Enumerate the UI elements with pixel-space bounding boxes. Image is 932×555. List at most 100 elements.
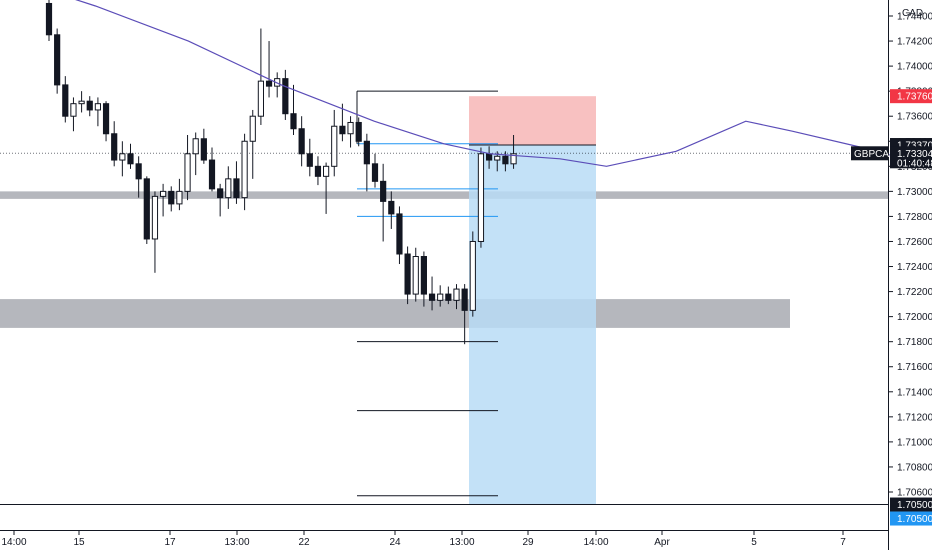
target-price-badge-blue: 1.70500 — [890, 511, 932, 526]
candle-34[interactable] — [314, 156, 322, 186]
candle-25[interactable] — [241, 133, 248, 211]
candle-body — [371, 163, 379, 182]
x-tick-label: 5 — [751, 537, 757, 548]
candle-44[interactable] — [396, 206, 403, 265]
candle-body — [331, 125, 338, 167]
stop-price-badge-text: 1.73760 — [897, 92, 932, 103]
candle-15[interactable] — [160, 183, 167, 217]
candle-48[interactable] — [428, 276, 436, 311]
x-tick-label: Apr — [654, 537, 670, 548]
candle-body — [363, 140, 370, 165]
y-tick-label: 1.72400 — [897, 262, 932, 273]
candle-body — [184, 153, 191, 192]
candle-6[interactable] — [86, 96, 93, 117]
candle-49[interactable] — [437, 285, 444, 307]
candle-51[interactable] — [453, 284, 460, 310]
candle-12[interactable] — [135, 156, 142, 198]
candle-28[interactable] — [265, 41, 273, 98]
candle-36[interactable] — [331, 109, 338, 177]
take-profit-zone[interactable] — [469, 145, 596, 505]
candle-10[interactable] — [119, 141, 126, 177]
candle-41[interactable] — [371, 153, 379, 188]
candle-body — [298, 128, 305, 155]
candle-33[interactable] — [306, 138, 313, 177]
candle-body — [143, 178, 150, 240]
candle-13[interactable] — [143, 176, 150, 244]
candle-3[interactable] — [62, 76, 69, 123]
candle-7[interactable] — [94, 97, 102, 127]
candle-42[interactable] — [380, 163, 387, 242]
candle-body — [241, 140, 248, 199]
candle-body — [78, 100, 85, 105]
stop-price-badge: 1.73760 — [890, 89, 932, 104]
target-price-badge-dark: 1.70500 — [890, 497, 932, 512]
candle-body — [494, 155, 501, 161]
candle-52[interactable] — [461, 284, 468, 345]
candle-32[interactable] — [298, 116, 305, 167]
x-tick-label: 7 — [840, 537, 846, 548]
y-tick-label: 1.74000 — [897, 62, 932, 73]
candle-9[interactable] — [111, 121, 118, 167]
candle-23[interactable] — [225, 166, 232, 209]
candle-body — [510, 153, 517, 165]
candle-53[interactable] — [469, 231, 476, 317]
candle-body — [461, 288, 468, 311]
candle-body — [290, 113, 297, 130]
candle-26[interactable] — [249, 109, 256, 179]
svg-text:CAD: CAD — [902, 8, 923, 19]
candle-54[interactable] — [477, 147, 485, 248]
candle-46[interactable] — [412, 247, 419, 302]
candle-body — [208, 159, 216, 190]
current-price-bg — [890, 146, 932, 169]
x-tick-label: 29 — [522, 537, 534, 548]
candle-30[interactable] — [282, 69, 289, 120]
candle-31[interactable] — [290, 84, 297, 135]
x-tick-label: 14:00 — [583, 537, 608, 548]
candle-2[interactable] — [54, 28, 61, 94]
candle-body — [306, 153, 313, 167]
candle-27[interactable] — [257, 28, 264, 125]
stop-price-badge-bg — [890, 89, 932, 104]
y-tick-label: 1.71600 — [897, 362, 932, 373]
candle-45[interactable] — [404, 246, 411, 305]
y-tick-label: 1.71200 — [897, 412, 932, 423]
candle-body — [135, 163, 142, 180]
y-tick-label: 1.74200 — [897, 37, 932, 48]
symbol-badge-text: GBPCAD — [854, 149, 896, 160]
candle-body — [486, 153, 493, 161]
candle-18[interactable] — [184, 135, 191, 201]
candle-22[interactable] — [217, 183, 224, 217]
candle-16[interactable] — [168, 186, 175, 212]
candle-39[interactable] — [355, 117, 362, 147]
candle-43[interactable] — [388, 191, 395, 229]
candle-50[interactable] — [445, 286, 452, 305]
candle-21[interactable] — [208, 147, 216, 192]
y-tick-label: 1.72000 — [897, 312, 932, 323]
candle-37[interactable] — [339, 103, 346, 142]
candle-body — [225, 178, 232, 199]
candle-body — [176, 190, 183, 205]
candle-1[interactable] — [45, 0, 53, 42]
candle-35[interactable] — [323, 162, 330, 214]
candle-20[interactable] — [200, 128, 207, 164]
candle-47[interactable] — [420, 251, 427, 307]
candle-19[interactable] — [192, 132, 199, 176]
candle-38[interactable] — [347, 116, 354, 148]
candle-17[interactable] — [176, 178, 183, 211]
candle-body — [339, 125, 346, 135]
candle-4[interactable] — [70, 97, 77, 132]
candle-5[interactable] — [78, 91, 85, 113]
x-tick-label: 24 — [389, 537, 401, 548]
candle-11[interactable] — [127, 143, 134, 169]
stop-loss-zone[interactable] — [469, 96, 596, 146]
candle-40[interactable] — [363, 133, 370, 192]
candle-24[interactable] — [233, 161, 240, 204]
candle-14[interactable] — [151, 191, 159, 273]
candle-58[interactable] — [510, 135, 517, 169]
candle-8[interactable] — [102, 101, 110, 142]
candle-body — [249, 115, 256, 142]
candle-body — [477, 153, 485, 242]
candle-body — [396, 213, 403, 255]
